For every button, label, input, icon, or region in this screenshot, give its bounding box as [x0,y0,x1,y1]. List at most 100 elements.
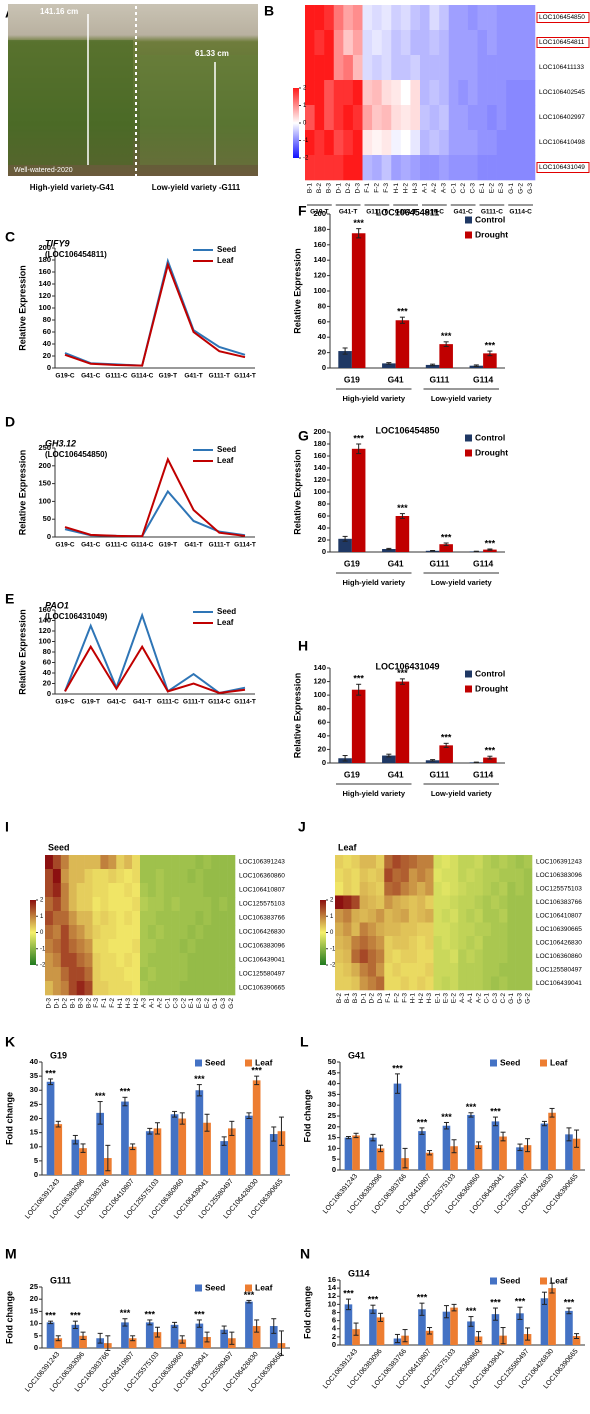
heatmap-cell [515,5,526,31]
heatmap-cell [219,883,228,898]
heatmap-cell [171,967,180,982]
y-tick-label: 20 [30,1113,38,1122]
heatmap-cell [490,976,500,991]
heatmap-cell [490,868,500,883]
bar [178,1339,187,1348]
error-bar [402,1329,408,1343]
heatmap-cell [376,868,385,883]
heatmap-cell [343,155,354,181]
heatmap-cell [496,130,507,156]
heatmap-cell [482,909,492,923]
bar [352,1135,360,1170]
row-label: LOC106431049 [539,164,585,171]
bar [54,1124,63,1175]
heatmap-cell [84,939,93,954]
heatmap-cell [163,869,172,884]
legend-label: Seed [217,445,236,454]
heatmap-cell [474,868,484,883]
column-label: B-3 [352,993,359,1004]
heatmap-cell [203,953,212,968]
heatmap-cell [474,936,484,950]
y-tick-label: 140 [38,615,51,624]
heatmap-cell [391,105,402,131]
y-tick-label: 35 [30,1071,38,1080]
heatmap-cell [474,882,484,896]
heatmap-cell [523,909,533,923]
column-label: D-3 [354,183,361,194]
heatmap-cell [227,855,236,870]
column-label: H-1 [117,998,124,1009]
heatmap-cell [359,855,369,869]
heatmap-cell [219,911,228,926]
heatmap-cell [359,936,369,950]
bar [376,1317,385,1345]
bar [170,1324,179,1348]
column-label: B-2 [336,993,343,1004]
heatmap-cell [333,155,344,181]
heatmap-cell [100,953,109,968]
heatmap-cell [499,976,508,991]
bar [442,1311,451,1345]
heatmap-cell [314,30,325,56]
significance-label: *** [485,538,496,548]
bar [121,1322,129,1348]
heatmap-cell [351,949,360,964]
y-tick-label: 120 [313,475,326,484]
legend-label: Leaf [217,256,234,265]
heatmap-cell [333,5,344,31]
error-bar [517,1143,523,1152]
heatmap-cell [305,155,315,181]
heatmap-cell [147,869,157,884]
x-tick-label: G114-C [131,542,154,549]
legend-label: Drought [475,447,508,457]
heatmap-cell [179,925,188,940]
heatmap-cell [441,868,451,883]
error-bar [105,1335,111,1351]
panel-letter: M [5,1246,17,1262]
heatmap-cell [408,868,418,883]
panel-letter: D [5,414,15,430]
heatmap-cell [359,976,369,991]
bar [548,1112,556,1170]
heatmap-cell [324,155,335,181]
heatmap-cell [441,855,451,869]
chart-title: G19 [50,1050,67,1060]
row-label: LOC106454850 [539,14,585,21]
heatmap-cell [392,922,401,937]
heatmap-cell [499,963,508,977]
error-bar [443,542,449,546]
photo-panel: A 141.16 cm 61.33 cm Well-watered-2020 H… [5,4,258,192]
legend-label: Seed [500,1275,520,1285]
column-label: A-1 [467,993,474,1004]
group-label: G111-T [366,209,387,216]
heatmap-cell [211,855,220,870]
bar [79,1335,87,1348]
heatmap-cell [343,882,352,896]
significance-label: *** [485,746,496,756]
heatmap-cell [449,882,459,896]
column-label: B-1 [344,993,351,1004]
y-tick-label: 200 [38,243,51,252]
heatmap-cell [384,976,393,991]
column-label: E-1 [434,993,441,1004]
heatmap-cell [466,855,475,869]
heatmap-cell [376,855,385,869]
heatmap-cell [335,976,344,991]
error-bar [487,755,493,760]
bar [252,1080,261,1175]
legend-label: Seed [217,607,236,616]
heatmap-cell [179,911,188,926]
x-tick-label: G114 [473,558,494,568]
bar [516,1147,524,1170]
heatmap-cell [482,882,492,896]
heatmap-cell [335,922,344,937]
bar [369,1137,377,1170]
heatmap-cell [474,855,484,869]
heatmap-cell [496,80,507,106]
bar [54,1338,63,1348]
heatmap-cell [92,883,101,898]
heatmap-cell [496,105,507,131]
column-label: E-3 [443,993,450,1004]
bar [382,549,396,552]
bar [153,1128,162,1175]
